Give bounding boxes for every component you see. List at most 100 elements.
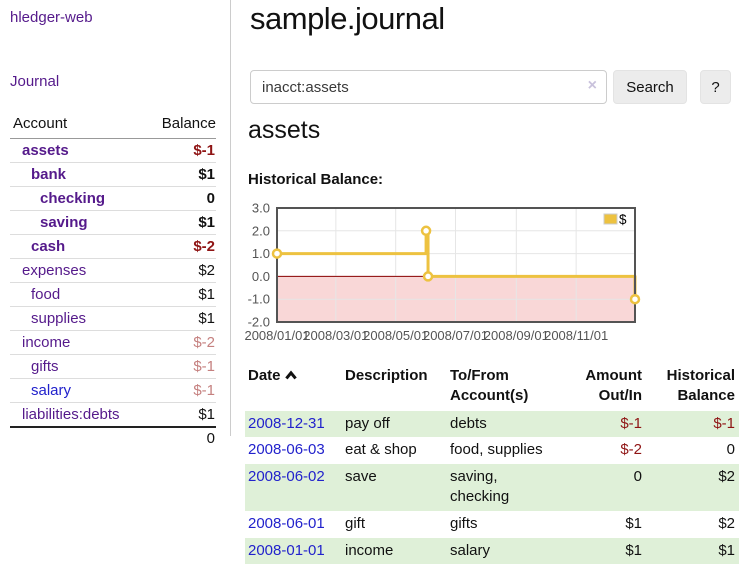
transaction-accounts: debts [447,411,560,438]
account-link-liabilities-debts[interactable]: liabilities:debts [22,406,120,423]
sidebar-item-journal[interactable]: Journal [10,73,59,90]
account-row: salary $-1 [10,379,216,403]
account-link-assets[interactable]: assets [22,142,69,159]
accounts-total-row: 0 [10,427,216,450]
transaction-amount: $-2 [560,437,646,464]
account-link-cash[interactable]: cash [31,238,65,255]
transaction-description: gift [342,511,447,538]
accounts-header-row: Account Balance [10,112,216,139]
transaction-amount: $1 [560,511,646,538]
data-point-marker [273,250,281,258]
main-content: sample.journal × Search ? assets Histori… [245,0,742,582]
help-button[interactable]: ? [700,70,731,104]
transaction-row: 2008-06-02savesaving, checking0$2 [245,464,739,511]
transaction-accounts: salary [447,538,560,565]
account-balance: $2 [138,259,216,283]
account-balance: $-2 [138,235,216,259]
transaction-balance: $2 [646,511,739,538]
account-row: income$-2 [10,331,216,355]
transaction-row: 2008-06-03 eat & shopfood, supplies$-20 [245,437,739,464]
account-balance: $1 [138,163,216,187]
transaction-row: 2008-06-01giftgifts$1$2 [245,511,739,538]
account-balance: $1 [138,307,216,331]
account-row: food $1 [10,283,216,307]
register-table: Date Description To/From Account(s) Amou… [245,362,739,564]
account-link-bank[interactable]: bank [31,166,66,183]
register-header-amount: Amount Out/In [560,362,646,411]
register-header-row: Date Description To/From Account(s) Amou… [245,362,739,411]
account-row: supplies $1 [10,307,216,331]
transaction-date-link[interactable]: 2008-06-01 [248,515,325,532]
x-tick-label: 2008/11/01 [544,328,608,343]
page-title: sample.journal [250,1,445,37]
balance-chart-svg: $3.02.01.00.0-1.0-2.02008/01/012008/03/0… [245,202,742,352]
transaction-row: 2008-12-31pay offdebts$-1$-1 [245,411,739,438]
transaction-accounts: food, supplies [447,437,560,464]
register-header-description: Description [342,362,447,411]
legend-label: $ [619,212,627,227]
transaction-description: eat & shop [342,437,447,464]
account-link-saving[interactable]: saving [40,214,88,231]
account-link-checking[interactable]: checking [40,190,105,207]
account-link-food[interactable]: food [31,286,60,303]
account-row: assets $-1 [10,139,216,163]
x-tick-label: 2008/01/01 [245,328,310,343]
transaction-date-link[interactable]: 2008-12-31 [248,415,325,432]
transaction-description: pay off [342,411,447,438]
transaction-date-link[interactable]: 2008-06-02 [248,468,325,485]
transaction-date-link[interactable]: 2008-06-03 [248,441,325,458]
data-point-marker [631,295,639,303]
x-tick-label: 2008/03/01 [303,328,368,343]
transaction-date-link[interactable]: 2008-01-01 [248,542,325,559]
account-balance: $1 [138,283,216,307]
account-link-supplies[interactable]: supplies [31,310,86,327]
accounts-table: Account Balance assets $-1 bank $1 checking 0… [10,112,216,450]
account-link-expenses[interactable]: expenses [22,262,86,279]
x-tick-label: 2008/07/01 [423,328,488,343]
historical-balance-chart: $3.02.01.00.0-1.0-2.02008/01/012008/03/0… [245,202,742,352]
y-tick-label: 1.0 [252,246,270,261]
transaction-amount: $1 [560,538,646,565]
account-link-gifts[interactable]: gifts [31,358,59,375]
account-balance: $1 [138,211,216,235]
transaction-balance: $2 [646,464,739,511]
transaction-date-cell: 2008-01-01 [245,538,342,565]
transaction-date-cell: 2008-06-03 [245,437,342,464]
transaction-accounts: saving, checking [447,464,560,511]
chart-title: Historical Balance: [248,171,383,188]
accounts-total-balance: 0 [138,427,216,450]
search-input[interactable] [250,70,607,104]
transaction-date-cell: 2008-06-02 [245,464,342,511]
x-tick-label: 2008/05/01 [363,328,428,343]
register-header-date[interactable]: Date [245,362,342,411]
x-tick-label: 2008/09/01 [484,328,549,343]
transaction-date-cell: 2008-12-31 [245,411,342,438]
account-row: bank $1 [10,163,216,187]
data-point-marker [422,227,430,235]
register-header-accounts: To/From Account(s) [447,362,560,411]
search-button[interactable]: Search [613,70,687,104]
account-row: expenses $2 [10,259,216,283]
transaction-description: income [342,538,447,565]
clear-search-icon[interactable]: × [588,77,597,95]
account-link-salary[interactable]: salary [31,382,71,399]
account-link-income[interactable]: income [22,334,70,351]
search-form: × Search ? [250,70,731,104]
transaction-balance: 0 [646,437,739,464]
accounts-header-account: Account [10,112,138,139]
account-balance: $-1 [138,139,216,163]
transaction-amount: 0 [560,464,646,511]
account-row: checking 0 [10,187,216,211]
accounts-header-balance: Balance [138,112,216,139]
account-row: saving $1 [10,211,216,235]
legend-swatch [604,214,617,224]
account-balance: $-1 [138,355,216,379]
transaction-amount: $-1 [560,411,646,438]
data-point-marker [424,272,432,280]
transaction-balance: $-1 [646,411,739,438]
account-balance: $-1 [138,379,216,403]
account-balance: 0 [138,187,216,211]
y-tick-label: 0.0 [252,269,270,284]
brand-link[interactable]: hledger-web [10,9,93,26]
account-row: gifts $-1 [10,355,216,379]
